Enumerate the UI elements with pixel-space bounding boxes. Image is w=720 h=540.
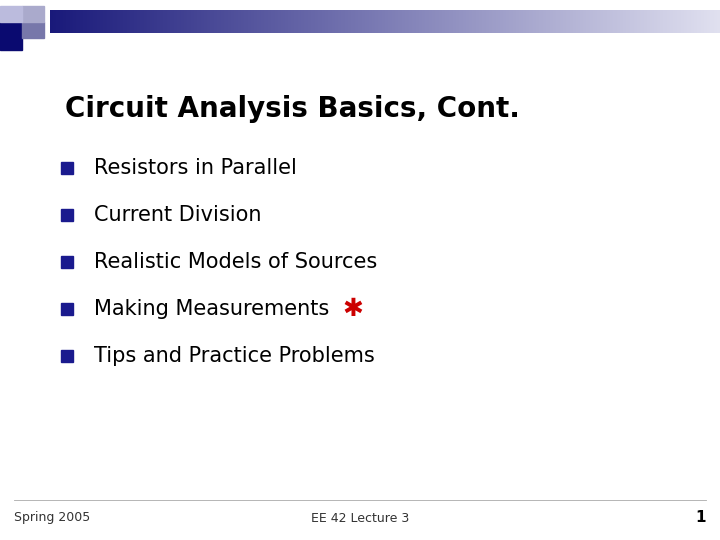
Bar: [0, 6, 22, 22]
Bar: [22, 6, 44, 22]
Bar: [61, 256, 73, 268]
Bar: [22, 22, 44, 38]
Text: Circuit Analysis Basics, Cont.: Circuit Analysis Basics, Cont.: [65, 95, 520, 123]
Text: Realistic Models of Sources: Realistic Models of Sources: [94, 252, 377, 272]
Text: Tips and Practice Problems: Tips and Practice Problems: [94, 346, 374, 366]
Text: Current Division: Current Division: [94, 205, 261, 225]
Text: EE 42 Lecture 3: EE 42 Lecture 3: [311, 511, 409, 524]
Text: Resistors in Parallel: Resistors in Parallel: [94, 158, 297, 178]
Text: Making Measurements: Making Measurements: [94, 299, 336, 319]
Text: ✱: ✱: [342, 297, 363, 321]
Text: Spring 2005: Spring 2005: [14, 511, 91, 524]
Bar: [61, 209, 73, 221]
Bar: [61, 303, 73, 315]
Text: 1: 1: [695, 510, 706, 525]
Bar: [61, 162, 73, 174]
Bar: [61, 350, 73, 362]
Bar: [0, 22, 22, 50]
